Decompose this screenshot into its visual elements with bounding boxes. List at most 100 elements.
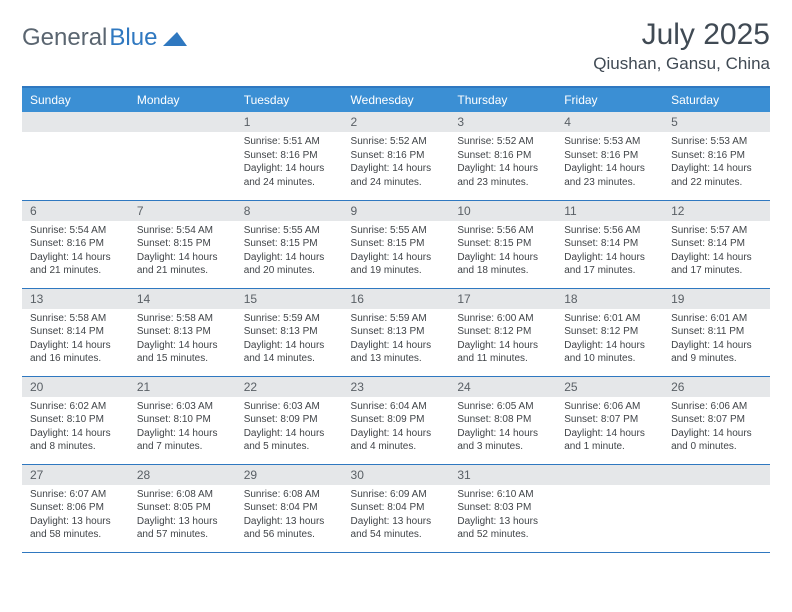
calendar-cell: 9Sunrise: 5:55 AMSunset: 8:15 PMDaylight… (343, 200, 450, 288)
day-number-empty (556, 465, 663, 485)
calendar-cell: 29Sunrise: 6:08 AMSunset: 8:04 PMDayligh… (236, 464, 343, 552)
day-number: 3 (449, 112, 556, 132)
calendar-row: 13Sunrise: 5:58 AMSunset: 8:14 PMDayligh… (22, 288, 770, 376)
day-number: 18 (556, 289, 663, 309)
day-number: 22 (236, 377, 343, 397)
day-number: 31 (449, 465, 556, 485)
calendar-cell: 7Sunrise: 5:54 AMSunset: 8:15 PMDaylight… (129, 200, 236, 288)
day-number: 4 (556, 112, 663, 132)
calendar-cell: 1Sunrise: 5:51 AMSunset: 8:16 PMDaylight… (236, 112, 343, 200)
day-number: 9 (343, 201, 450, 221)
day-number: 23 (343, 377, 450, 397)
day-details: Sunrise: 6:06 AMSunset: 8:07 PMDaylight:… (663, 397, 770, 460)
day-number: 24 (449, 377, 556, 397)
calendar-cell: 5Sunrise: 5:53 AMSunset: 8:16 PMDaylight… (663, 112, 770, 200)
calendar-cell: 31Sunrise: 6:10 AMSunset: 8:03 PMDayligh… (449, 464, 556, 552)
weekday-header: Friday (556, 87, 663, 112)
calendar-cell: 18Sunrise: 6:01 AMSunset: 8:12 PMDayligh… (556, 288, 663, 376)
calendar-cell: 28Sunrise: 6:08 AMSunset: 8:05 PMDayligh… (129, 464, 236, 552)
day-number: 19 (663, 289, 770, 309)
calendar-cell-empty (556, 464, 663, 552)
day-details: Sunrise: 6:10 AMSunset: 8:03 PMDaylight:… (449, 485, 556, 548)
day-number: 6 (22, 201, 129, 221)
day-details: Sunrise: 6:06 AMSunset: 8:07 PMDaylight:… (556, 397, 663, 460)
calendar-cell-empty (22, 112, 129, 200)
day-details: Sunrise: 5:58 AMSunset: 8:13 PMDaylight:… (129, 309, 236, 372)
calendar-cell: 20Sunrise: 6:02 AMSunset: 8:10 PMDayligh… (22, 376, 129, 464)
calendar-cell: 6Sunrise: 5:54 AMSunset: 8:16 PMDaylight… (22, 200, 129, 288)
month-title: July 2025 (593, 18, 770, 52)
day-details: Sunrise: 6:08 AMSunset: 8:04 PMDaylight:… (236, 485, 343, 548)
day-details: Sunrise: 5:56 AMSunset: 8:15 PMDaylight:… (449, 221, 556, 284)
day-details: Sunrise: 6:03 AMSunset: 8:09 PMDaylight:… (236, 397, 343, 460)
weekday-header: Saturday (663, 87, 770, 112)
calendar-cell: 12Sunrise: 5:57 AMSunset: 8:14 PMDayligh… (663, 200, 770, 288)
title-block: July 2025 Qiushan, Gansu, China (593, 18, 770, 74)
day-details: Sunrise: 6:04 AMSunset: 8:09 PMDaylight:… (343, 397, 450, 460)
day-number: 26 (663, 377, 770, 397)
header: GeneralBlue July 2025 Qiushan, Gansu, Ch… (22, 18, 770, 74)
day-number: 1 (236, 112, 343, 132)
weekday-header: Monday (129, 87, 236, 112)
day-number: 8 (236, 201, 343, 221)
calendar-cell: 22Sunrise: 6:03 AMSunset: 8:09 PMDayligh… (236, 376, 343, 464)
day-number: 11 (556, 201, 663, 221)
day-details: Sunrise: 5:51 AMSunset: 8:16 PMDaylight:… (236, 132, 343, 195)
day-details: Sunrise: 6:02 AMSunset: 8:10 PMDaylight:… (22, 397, 129, 460)
calendar-cell: 14Sunrise: 5:58 AMSunset: 8:13 PMDayligh… (129, 288, 236, 376)
calendar-cell: 3Sunrise: 5:52 AMSunset: 8:16 PMDaylight… (449, 112, 556, 200)
location: Qiushan, Gansu, China (593, 54, 770, 74)
calendar-cell: 2Sunrise: 5:52 AMSunset: 8:16 PMDaylight… (343, 112, 450, 200)
logo-triangle-icon (163, 30, 187, 46)
calendar-cell: 19Sunrise: 6:01 AMSunset: 8:11 PMDayligh… (663, 288, 770, 376)
calendar-cell: 17Sunrise: 6:00 AMSunset: 8:12 PMDayligh… (449, 288, 556, 376)
day-number: 17 (449, 289, 556, 309)
day-number: 2 (343, 112, 450, 132)
day-number: 7 (129, 201, 236, 221)
brand-logo: GeneralBlue (22, 18, 187, 52)
day-details: Sunrise: 5:52 AMSunset: 8:16 PMDaylight:… (449, 132, 556, 195)
day-details: Sunrise: 5:55 AMSunset: 8:15 PMDaylight:… (343, 221, 450, 284)
calendar-cell: 26Sunrise: 6:06 AMSunset: 8:07 PMDayligh… (663, 376, 770, 464)
day-details: Sunrise: 6:01 AMSunset: 8:12 PMDaylight:… (556, 309, 663, 372)
weekday-header: Tuesday (236, 87, 343, 112)
calendar-row: 6Sunrise: 5:54 AMSunset: 8:16 PMDaylight… (22, 200, 770, 288)
calendar-cell: 24Sunrise: 6:05 AMSunset: 8:08 PMDayligh… (449, 376, 556, 464)
day-details: Sunrise: 5:56 AMSunset: 8:14 PMDaylight:… (556, 221, 663, 284)
calendar-cell: 4Sunrise: 5:53 AMSunset: 8:16 PMDaylight… (556, 112, 663, 200)
day-details: Sunrise: 5:53 AMSunset: 8:16 PMDaylight:… (556, 132, 663, 195)
calendar-cell: 15Sunrise: 5:59 AMSunset: 8:13 PMDayligh… (236, 288, 343, 376)
day-details: Sunrise: 5:53 AMSunset: 8:16 PMDaylight:… (663, 132, 770, 195)
day-details: Sunrise: 5:55 AMSunset: 8:15 PMDaylight:… (236, 221, 343, 284)
calendar-cell: 16Sunrise: 5:59 AMSunset: 8:13 PMDayligh… (343, 288, 450, 376)
calendar-cell: 27Sunrise: 6:07 AMSunset: 8:06 PMDayligh… (22, 464, 129, 552)
day-details: Sunrise: 6:01 AMSunset: 8:11 PMDaylight:… (663, 309, 770, 372)
day-number-empty (663, 465, 770, 485)
weekday-header: Wednesday (343, 87, 450, 112)
day-details: Sunrise: 5:52 AMSunset: 8:16 PMDaylight:… (343, 132, 450, 195)
calendar-head: SundayMondayTuesdayWednesdayThursdayFrid… (22, 87, 770, 112)
day-number: 14 (129, 289, 236, 309)
calendar-cell: 25Sunrise: 6:06 AMSunset: 8:07 PMDayligh… (556, 376, 663, 464)
day-number: 25 (556, 377, 663, 397)
day-number: 10 (449, 201, 556, 221)
day-number: 28 (129, 465, 236, 485)
day-number: 12 (663, 201, 770, 221)
day-details: Sunrise: 5:54 AMSunset: 8:15 PMDaylight:… (129, 221, 236, 284)
day-number: 5 (663, 112, 770, 132)
day-number: 27 (22, 465, 129, 485)
brand-part1: General (22, 24, 107, 52)
calendar-cell: 10Sunrise: 5:56 AMSunset: 8:15 PMDayligh… (449, 200, 556, 288)
calendar-cell-empty (129, 112, 236, 200)
day-details: Sunrise: 6:03 AMSunset: 8:10 PMDaylight:… (129, 397, 236, 460)
day-number: 29 (236, 465, 343, 485)
day-details: Sunrise: 6:08 AMSunset: 8:05 PMDaylight:… (129, 485, 236, 548)
calendar-row: 1Sunrise: 5:51 AMSunset: 8:16 PMDaylight… (22, 112, 770, 200)
calendar-cell: 30Sunrise: 6:09 AMSunset: 8:04 PMDayligh… (343, 464, 450, 552)
calendar-row: 20Sunrise: 6:02 AMSunset: 8:10 PMDayligh… (22, 376, 770, 464)
day-details: Sunrise: 6:05 AMSunset: 8:08 PMDaylight:… (449, 397, 556, 460)
day-number: 16 (343, 289, 450, 309)
calendar-cell-empty (663, 464, 770, 552)
calendar-body: 1Sunrise: 5:51 AMSunset: 8:16 PMDaylight… (22, 112, 770, 552)
calendar-cell: 8Sunrise: 5:55 AMSunset: 8:15 PMDaylight… (236, 200, 343, 288)
